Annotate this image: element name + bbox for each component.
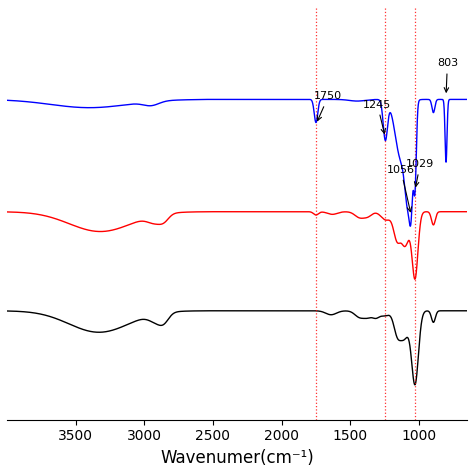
Text: 1750: 1750 — [314, 91, 342, 120]
Text: 803: 803 — [437, 58, 458, 92]
Text: 1029: 1029 — [406, 159, 434, 186]
Text: 1056: 1056 — [387, 164, 415, 212]
Text: 1245: 1245 — [363, 100, 392, 133]
X-axis label: Wavenumer(cm⁻¹): Wavenumer(cm⁻¹) — [160, 449, 314, 467]
